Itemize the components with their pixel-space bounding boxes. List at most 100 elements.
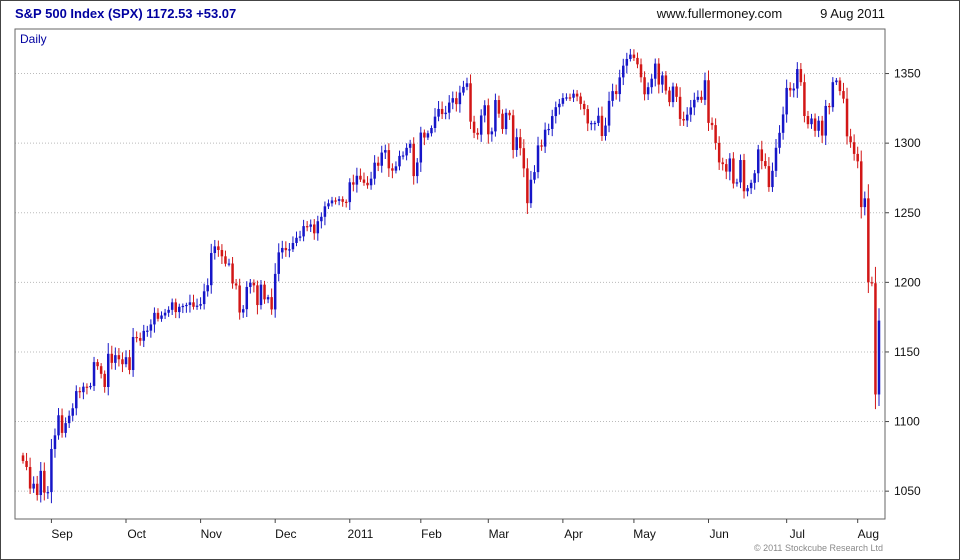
candle-body — [330, 200, 334, 204]
candle-body — [149, 324, 153, 331]
candle-body — [387, 150, 391, 169]
candle-body — [313, 224, 316, 234]
candle-body — [568, 97, 572, 99]
candle-body — [426, 133, 430, 138]
candle-body — [121, 359, 124, 365]
candle-body — [213, 246, 217, 254]
candle-body — [767, 166, 771, 188]
candle-body — [380, 152, 383, 166]
candle-body — [433, 116, 437, 129]
candle-body — [291, 242, 295, 250]
candle-body — [703, 80, 707, 100]
candle-body — [753, 173, 756, 183]
candle-body — [146, 330, 149, 332]
candle-body — [732, 158, 735, 184]
candle-body — [263, 284, 266, 300]
candle-body — [249, 282, 252, 287]
candle-body — [217, 246, 220, 250]
candle-body — [721, 162, 724, 165]
candle-body — [799, 69, 803, 83]
candle-body — [792, 88, 796, 91]
candle-body — [57, 415, 60, 436]
candle-body — [522, 148, 526, 169]
candle-body — [320, 216, 323, 222]
x-axis-label: 2011 — [348, 527, 374, 541]
candle-body — [657, 63, 661, 85]
candle-body — [85, 386, 89, 388]
candle-body — [416, 162, 419, 177]
candle-body — [707, 80, 710, 123]
candle-body — [78, 391, 82, 393]
candle-body — [735, 182, 739, 184]
candle-body — [281, 247, 284, 253]
candle-body — [785, 87, 788, 115]
candle-body — [622, 65, 625, 78]
candle-body — [39, 470, 43, 496]
candle-body — [199, 304, 202, 306]
candle-body — [273, 273, 277, 310]
candle-body — [519, 137, 522, 149]
candle-body — [874, 283, 877, 395]
candle-body — [515, 137, 518, 150]
candle-body — [359, 175, 362, 180]
candle-body — [820, 120, 824, 136]
y-axis-label: 1150 — [894, 345, 920, 359]
candle-body — [25, 460, 28, 467]
candle-body — [554, 107, 558, 117]
candle-body — [437, 108, 440, 117]
candle-body — [238, 285, 241, 313]
candle-body — [739, 160, 742, 183]
x-axis-label: Mar — [489, 527, 510, 541]
candle-body — [153, 312, 156, 325]
candle-body — [131, 336, 135, 371]
candle-body — [611, 91, 614, 101]
chart-date: 9 Aug 2011 — [820, 5, 885, 21]
x-axis-label: Oct — [127, 527, 146, 541]
candle-body — [689, 107, 693, 115]
candle-body — [529, 179, 533, 204]
candle-body — [170, 302, 174, 310]
x-axis-label: May — [633, 527, 656, 541]
candle-body — [504, 112, 508, 130]
candle-body — [412, 143, 415, 177]
candle-body — [828, 105, 831, 108]
candle-body — [725, 164, 728, 172]
candle-body — [575, 93, 579, 97]
candle-body — [369, 178, 373, 186]
candle-body — [156, 312, 160, 319]
candle-body — [174, 302, 177, 313]
candle-body — [813, 118, 817, 131]
website-link[interactable]: www.fullermoney.com — [656, 5, 783, 21]
candle-body — [558, 103, 561, 108]
candle-body — [870, 282, 874, 284]
candle-body — [586, 109, 589, 124]
candle-body — [600, 115, 604, 136]
candle-body — [614, 91, 618, 95]
candle-body — [352, 182, 355, 185]
candle-body — [43, 470, 46, 493]
candle-body — [316, 221, 320, 234]
candle-body — [561, 98, 565, 104]
candle-body — [128, 357, 131, 371]
candle-body — [46, 492, 50, 494]
candle-body — [295, 237, 298, 243]
candle-body — [344, 201, 348, 203]
candle-body — [572, 93, 575, 98]
candle-body — [852, 142, 856, 154]
candle-body — [618, 77, 621, 95]
copyright-notice: © 2011 Stockcube Research Ltd — [753, 543, 883, 553]
candle-body — [71, 408, 74, 416]
candle-body — [778, 132, 781, 148]
candle-body — [653, 63, 657, 79]
candle-body — [53, 435, 57, 449]
x-axis-label: Nov — [201, 527, 222, 541]
candle-body — [490, 131, 494, 135]
candle-body — [835, 80, 838, 83]
candle-body — [28, 466, 32, 489]
candle-body — [685, 114, 689, 121]
candle-body — [302, 226, 305, 237]
candle-body — [842, 91, 845, 99]
candle-body — [646, 87, 650, 95]
candle-body — [227, 263, 231, 265]
